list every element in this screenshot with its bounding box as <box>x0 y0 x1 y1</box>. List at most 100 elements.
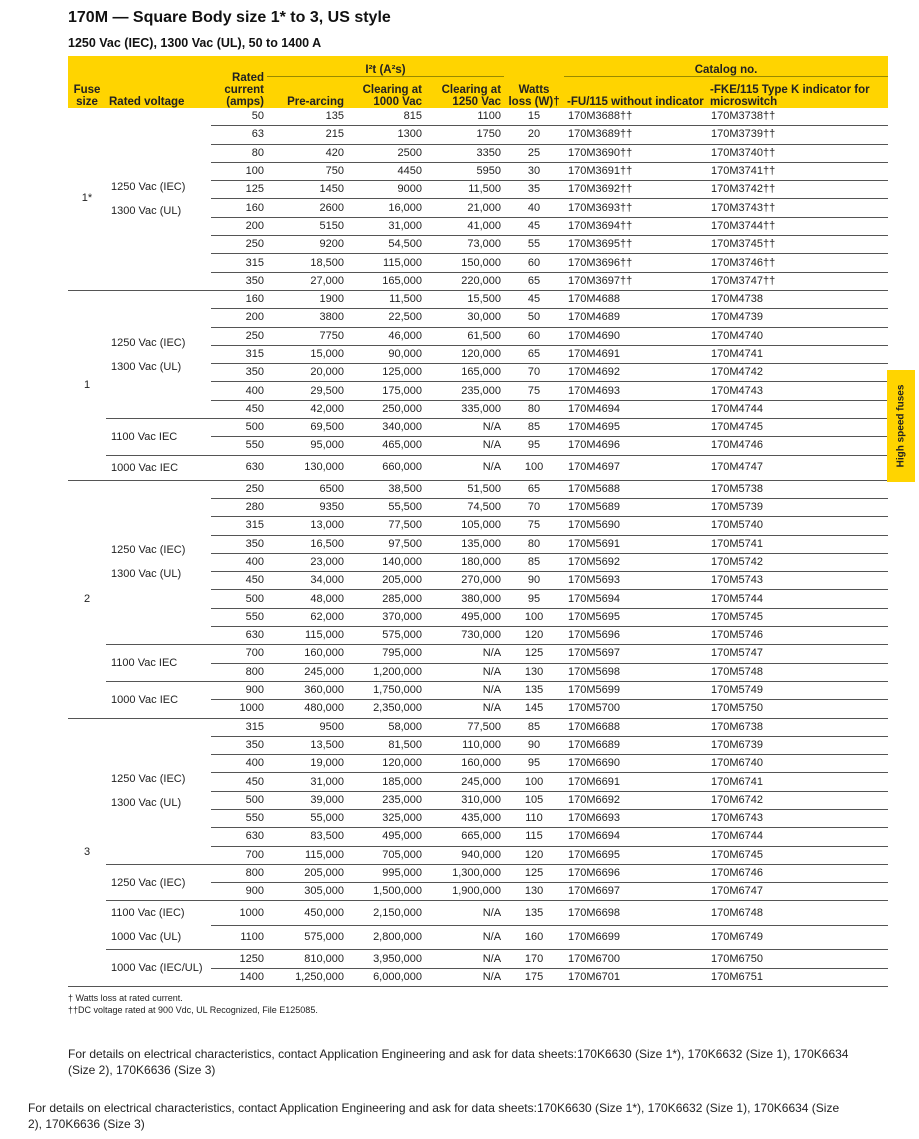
cell-catalog-fke115: 170M3744†† <box>707 217 889 237</box>
cell-watts-loss: 50 <box>504 308 565 328</box>
cell-pre-arcing: 360,000 <box>267 681 347 701</box>
cell-catalog-fke115: 170M3743†† <box>707 198 889 218</box>
cell-catalog-fke115: 170M4746 <box>707 436 889 456</box>
cell-watts-loss: 130 <box>504 663 565 682</box>
cell-clearing-1250: 77,500 <box>425 717 505 737</box>
fuse-spec-table: Fuse size Rated voltage Rated current (a… <box>68 56 889 988</box>
cell-rated-voltage: 1000 Vac IEC <box>106 681 211 719</box>
cell-clearing-1250: 73,000 <box>425 235 505 255</box>
cell-catalog-fke115: 170M4744 <box>707 400 889 420</box>
cell-rated-current: 550 <box>211 608 267 628</box>
cell-clearing-1250: 15,500 <box>425 289 505 310</box>
cell-watts-loss: 70 <box>504 498 565 518</box>
cell-clearing-1250: 310,000 <box>425 791 505 810</box>
cell-rated-current: 200 <box>211 308 267 328</box>
cell-watts-loss: 55 <box>504 235 565 255</box>
cell-rated-current: 160 <box>211 198 267 218</box>
cell-clearing-1250: 105,000 <box>425 516 505 536</box>
cell-watts-loss: 75 <box>504 516 565 536</box>
cell-rated-current: 700 <box>211 644 267 664</box>
cell-watts-loss: 45 <box>504 289 565 310</box>
cell-watts-loss: 105 <box>504 791 565 810</box>
cell-watts-loss: 170 <box>504 949 565 969</box>
cell-rated-current: 350 <box>211 736 267 756</box>
cell-clearing-1250: 120,000 <box>425 345 505 365</box>
cell-rated-voltage: 1100 Vac (IEC) 1000 Vac (UL) <box>106 900 211 951</box>
cell-rated-current: 280 <box>211 498 267 518</box>
table-row: 350 20,000 125,000 165,000 70 170M4692 170M474… <box>68 363 889 383</box>
table-row: 3 1250 Vac (IEC) 1300 Vac (UL) 315 9500 58,0… <box>68 717 889 988</box>
cell-watts-loss: 80 <box>504 535 565 554</box>
cell-watts-loss: 45 <box>504 217 565 237</box>
cell-rated-voltage: 1000 Vac (IEC/UL) <box>106 949 211 988</box>
cell-catalog-fu115: 170M5694 <box>564 589 708 609</box>
cell-rated-current: 125 <box>211 180 267 200</box>
cell-catalog-fke115: 170M6746 <box>707 864 889 884</box>
table-row: 350 27,000 165,000 220,000 65 170M3697†† 170M3… <box>68 272 889 291</box>
cell-pre-arcing: 7750 <box>267 327 347 346</box>
cell-rated-voltage: 1100 Vac IEC <box>106 644 211 682</box>
cell-clearing-1000: 115,000 <box>347 253 425 273</box>
cell-clearing-1250: N/A <box>425 644 505 664</box>
table-row: 250 7750 46,000 61,500 60 170M4690 170M4740 <box>68 327 889 346</box>
table-row: 315 13,000 77,500 105,000 75 170M5690 170M5740 <box>68 516 889 536</box>
table-row: 1100 Vac IEC 700 160,000 795,000 N/A 125 170M5… <box>68 644 889 682</box>
cell-clearing-1250: 335,000 <box>425 400 505 420</box>
cell-watts-loss: 115 <box>504 827 565 847</box>
cell-clearing-1250: N/A <box>425 681 505 701</box>
cell-catalog-fu115: 170M6696 <box>564 864 708 884</box>
page-title: 170M — Square Body size 1* to 3, US styl… <box>68 9 391 26</box>
cell-catalog-fke115: 170M6751 <box>707 968 889 988</box>
table-row: 500 39,000 235,000 310,000 105 170M6692 170M67… <box>68 791 889 810</box>
cell-clearing-1000: 705,000 <box>347 846 425 865</box>
cell-clearing-1250: 165,000 <box>425 363 505 383</box>
table-row: 1100 575,000 2,800,000 N/A 160 170M6699 170M67… <box>68 925 889 951</box>
header-i2t-group: I²t (A²s) <box>267 56 505 77</box>
cell-clearing-1000: 250,000 <box>347 400 425 420</box>
table-row: 1000 Vac (IEC/UL) 1250 810,000 3,950,000 N/A… <box>68 949 889 988</box>
cell-watts-loss: 95 <box>504 436 565 456</box>
cell-clearing-1000: 90,000 <box>347 345 425 365</box>
cell-clearing-1000: 660,000 <box>347 455 425 481</box>
cell-pre-arcing: 83,500 <box>267 827 347 847</box>
cell-clearing-1000: 235,000 <box>347 791 425 810</box>
cell-watts-loss: 100 <box>504 455 565 481</box>
cell-pre-arcing: 160,000 <box>267 644 347 664</box>
cell-watts-loss: 85 <box>504 418 565 438</box>
cell-catalog-fke115: 170M5740 <box>707 516 889 536</box>
cell-clearing-1000: 125,000 <box>347 363 425 383</box>
table-row: 315 15,000 90,000 120,000 65 170M4691 170M4741 <box>68 345 889 365</box>
cell-rated-current: 350 <box>211 363 267 383</box>
cell-pre-arcing: 130,000 <box>267 455 347 481</box>
cell-rated-current: 500 <box>211 589 267 609</box>
cell-clearing-1250: 160,000 <box>425 754 505 774</box>
cell-watts-loss: 95 <box>504 754 565 774</box>
table-row: 800 245,000 1,200,000 N/A 130 170M5698 170M574… <box>68 663 889 682</box>
cell-catalog-fke115: 170M5749 <box>707 681 889 701</box>
cell-rated-current: 500 <box>211 791 267 810</box>
cell-rated-current: 630 <box>211 455 267 481</box>
cell-catalog-fu115: 170M5699 <box>564 681 708 701</box>
cell-clearing-1000: 6,000,000 <box>347 968 425 988</box>
table-row: 700 115,000 705,000 940,000 120 170M6695 170M6… <box>68 846 889 865</box>
cell-pre-arcing: 23,000 <box>267 553 347 573</box>
cell-clearing-1250: 74,500 <box>425 498 505 518</box>
cell-pre-arcing: 115,000 <box>267 626 347 646</box>
cell-pre-arcing: 1,250,000 <box>267 968 347 988</box>
cell-rated-current: 1100 <box>211 925 267 951</box>
cell-clearing-1000: 1300 <box>347 125 425 145</box>
cell-catalog-fu115: 170M3694†† <box>564 217 708 237</box>
cell-clearing-1250: 51,500 <box>425 479 505 499</box>
cell-rated-voltage: 1250 Vac (IEC) <box>106 864 211 902</box>
cell-pre-arcing: 29,500 <box>267 381 347 401</box>
cell-clearing-1250: N/A <box>425 925 505 951</box>
cell-clearing-1250: 30,000 <box>425 308 505 328</box>
cell-rated-current: 1400 <box>211 968 267 988</box>
cell-clearing-1000: 2,150,000 <box>347 900 425 926</box>
cell-clearing-1250: 665,000 <box>425 827 505 847</box>
cell-catalog-fu115: 170M6689 <box>564 736 708 756</box>
cell-clearing-1250: 730,000 <box>425 626 505 646</box>
header-pre-arcing: Pre-arcing <box>267 76 347 108</box>
cell-clearing-1000: 370,000 <box>347 608 425 628</box>
cell-watts-loss: 90 <box>504 571 565 591</box>
